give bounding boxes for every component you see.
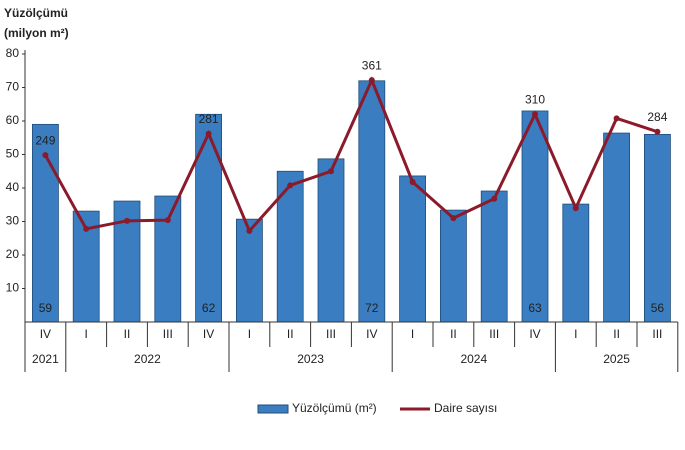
- bar: [521, 110, 549, 323]
- y-tick-label: 80: [6, 46, 20, 60]
- x-tick-label: IV: [529, 327, 540, 341]
- bar: [317, 158, 345, 323]
- x-tick-label: I: [411, 327, 414, 341]
- x-tick-label: II: [613, 327, 620, 341]
- bar: [358, 80, 386, 323]
- y-axis-label: Yüzölçümü: [4, 6, 68, 20]
- line-marker: [328, 168, 334, 175]
- line: [44, 76, 658, 234]
- legend-label: Daire sayısı: [434, 401, 497, 415]
- x-tick-label: I: [85, 327, 88, 341]
- y-tick-label: 30: [6, 214, 20, 228]
- line-marker: [164, 217, 171, 224]
- x-tick-label: II: [450, 327, 457, 341]
- legend-swatch: [257, 404, 289, 414]
- line-marker: [246, 227, 253, 234]
- bar: [480, 190, 508, 323]
- bar: [603, 132, 630, 323]
- line-marker: [124, 217, 130, 224]
- line-marker: [572, 205, 579, 212]
- line-marker: [532, 111, 538, 118]
- line-value-label: 249: [35, 133, 55, 147]
- line-value-label: 281: [199, 112, 219, 126]
- bar-value-label: 72: [365, 301, 379, 315]
- x-group-label: 2023: [297, 352, 324, 366]
- legend-label: Yüzölçümü (m²): [292, 401, 377, 415]
- line-marker: [83, 225, 90, 232]
- bar-value-label: 59: [39, 301, 53, 315]
- line-marker: [654, 128, 661, 135]
- y-tick-label: 10: [6, 281, 20, 295]
- line-marker: [287, 182, 294, 189]
- x-group-label: 2024: [460, 352, 487, 366]
- line-marker: [42, 152, 49, 159]
- x-tick-label: I: [248, 327, 251, 341]
- bar-value-label: 62: [202, 301, 216, 315]
- x-group-label: 2022: [134, 352, 161, 366]
- bar: [195, 113, 223, 323]
- line-marker: [613, 115, 620, 122]
- y-tick-label: 20: [6, 247, 20, 261]
- x-tick-label: IV: [203, 327, 214, 341]
- x-tick-label: IV: [366, 327, 377, 341]
- bar: [235, 218, 263, 323]
- y-tick-label: 70: [6, 80, 20, 94]
- x-tick-label: IV: [40, 327, 51, 341]
- y-axis-label: (milyon m²): [4, 26, 69, 40]
- bar: [399, 175, 427, 323]
- line-marker: [409, 178, 416, 185]
- y-tick-label: 50: [6, 147, 20, 161]
- x-group-label: 2021: [32, 352, 59, 366]
- x-tick-label: III: [489, 327, 499, 341]
- bar-value-label: 56: [651, 301, 665, 315]
- bar: [644, 133, 671, 323]
- bar: [154, 195, 182, 323]
- y-tick-label: 60: [6, 113, 20, 127]
- x-tick-label: II: [124, 327, 131, 341]
- x-group-label: 2025: [603, 352, 630, 366]
- line-value-label: 284: [647, 110, 667, 124]
- x-tick-label: III: [163, 327, 173, 341]
- line-value-label: 310: [525, 92, 545, 106]
- y-tick-label: 40: [6, 180, 20, 194]
- line-marker: [491, 195, 498, 202]
- x-tick-label: II: [287, 327, 294, 341]
- line-marker: [450, 215, 457, 222]
- x-tick-label: III: [326, 327, 336, 341]
- bar-value-label: 63: [528, 301, 542, 315]
- x-tick-label: I: [574, 327, 577, 341]
- bar: [439, 209, 467, 323]
- bar: [562, 203, 590, 323]
- line-marker: [205, 130, 212, 137]
- line-marker: [368, 77, 375, 84]
- x-tick-label: III: [652, 327, 662, 341]
- line-value-label: 361: [362, 58, 382, 72]
